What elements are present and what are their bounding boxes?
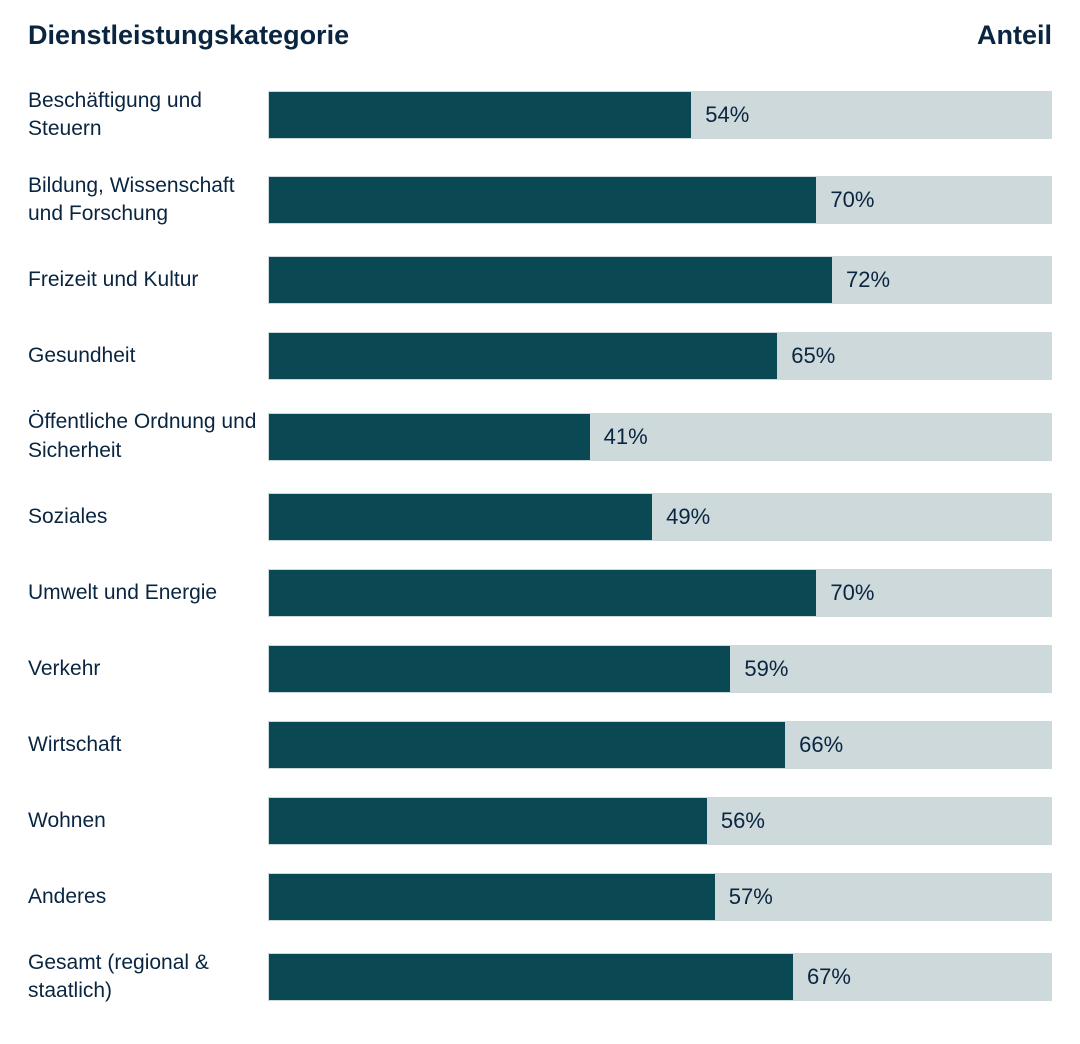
bar-value: 67% — [793, 964, 851, 990]
chart-row: Wirtschaft 66% — [28, 721, 1052, 769]
bar-fill — [269, 257, 832, 303]
chart-row: Umwelt und Energie 70% — [28, 569, 1052, 617]
bar-value: 70% — [816, 187, 874, 213]
chart-row: Soziales 49% — [28, 493, 1052, 541]
bar-fill — [269, 414, 590, 460]
bar-fill — [269, 646, 730, 692]
bar-value: 65% — [777, 343, 835, 369]
bar-fill — [269, 954, 793, 1000]
bar-fill — [269, 798, 707, 844]
bar-fill — [269, 177, 816, 223]
bar-fill — [269, 333, 777, 379]
bar-value: 66% — [785, 732, 843, 758]
bar-track: 49% — [268, 493, 1052, 541]
bar-fill — [269, 494, 652, 540]
row-label: Gesamt (regional & staatlich) — [28, 949, 268, 1006]
bar-value: 59% — [730, 656, 788, 682]
bar-value: 49% — [652, 504, 710, 530]
chart-row: Bildung, Wissenschaft und Forschung 70% — [28, 172, 1052, 229]
row-label: Gesundheit — [28, 342, 268, 370]
chart-row: Verkehr 59% — [28, 645, 1052, 693]
bar-fill — [269, 92, 691, 138]
bar-fill — [269, 874, 715, 920]
chart-row: Beschäftigung und Steuern 54% — [28, 87, 1052, 144]
bar-track: 56% — [268, 797, 1052, 845]
row-label: Wohnen — [28, 807, 268, 835]
row-label: Verkehr — [28, 655, 268, 683]
bar-track: 67% — [268, 953, 1052, 1001]
bar-fill — [269, 570, 816, 616]
bar-track: 57% — [268, 873, 1052, 921]
chart-row: Öffentliche Ordnung und Sicherheit 41% — [28, 408, 1052, 465]
chart-row: Gesundheit 65% — [28, 332, 1052, 380]
row-label: Umwelt und Energie — [28, 579, 268, 607]
row-label: Freizeit und Kultur — [28, 266, 268, 294]
bar-track: 70% — [268, 176, 1052, 224]
row-label: Öffentliche Ordnung und Sicherheit — [28, 408, 268, 465]
chart-row: Wohnen 56% — [28, 797, 1052, 845]
bar-track: 54% — [268, 91, 1052, 139]
bar-track: 41% — [268, 413, 1052, 461]
row-label: Wirtschaft — [28, 731, 268, 759]
row-label: Anderes — [28, 883, 268, 911]
header-share-label: Anteil — [977, 20, 1052, 51]
chart-row: Anderes 57% — [28, 873, 1052, 921]
chart-row: Gesamt (regional & staatlich) 67% — [28, 949, 1052, 1006]
bar-value: 56% — [707, 808, 765, 834]
bar-value: 72% — [832, 267, 890, 293]
chart-header: Dienstleistungskategorie Anteil — [28, 20, 1052, 51]
chart-body: Beschäftigung und Steuern 54% Bildung, Wis… — [28, 87, 1052, 1006]
bar-fill — [269, 722, 785, 768]
bar-value: 54% — [691, 102, 749, 128]
chart-row: Freizeit und Kultur 72% — [28, 256, 1052, 304]
header-category-label: Dienstleistungskategorie — [28, 20, 349, 51]
bar-track: 59% — [268, 645, 1052, 693]
bar-track: 65% — [268, 332, 1052, 380]
bar-value: 41% — [590, 424, 648, 450]
row-label: Bildung, Wissenschaft und Forschung — [28, 172, 268, 229]
bar-track: 72% — [268, 256, 1052, 304]
bar-value: 70% — [816, 580, 874, 606]
row-label: Beschäftigung und Steuern — [28, 87, 268, 144]
row-label: Soziales — [28, 503, 268, 531]
bar-value: 57% — [715, 884, 773, 910]
bar-track: 70% — [268, 569, 1052, 617]
bar-track: 66% — [268, 721, 1052, 769]
